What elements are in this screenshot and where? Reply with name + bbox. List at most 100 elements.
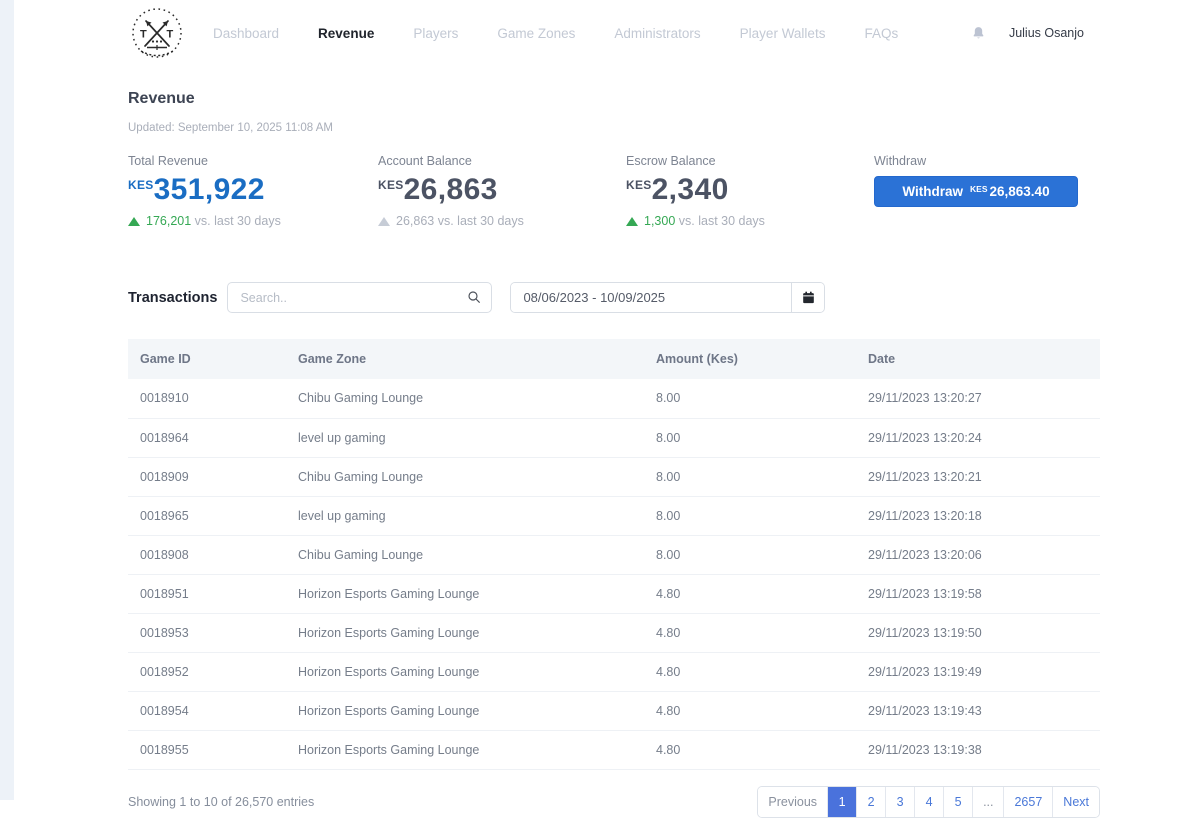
table-footer: Showing 1 to 10 of 26,570 entries Previo… xyxy=(128,785,1100,818)
calendar-icon xyxy=(803,291,814,304)
search-box xyxy=(227,282,493,313)
stat-card-escrow-balance: Escrow Balance KES2,340 1,300 vs. last 3… xyxy=(626,154,874,228)
table-cell: 0018951 xyxy=(128,574,286,614)
crossed-arrows-emblem-icon: T T xyxy=(132,8,182,58)
nav-item-player-wallets[interactable]: Player Wallets xyxy=(739,25,826,41)
calendar-button[interactable] xyxy=(791,283,825,312)
table-row: 0018910 Chibu Gaming Lounge 8.00 29/11/2023… xyxy=(128,379,1100,419)
stat-number: 2,340 xyxy=(651,173,729,206)
table-cell: Chibu Gaming Lounge xyxy=(286,457,644,497)
delta-value: 176,201 xyxy=(146,214,192,228)
withdraw-button[interactable]: Withdraw KES 26,863.40 xyxy=(874,176,1078,207)
topbar-right: Julius Osanjo xyxy=(970,25,1084,42)
search-input[interactable] xyxy=(227,282,493,313)
withdraw-label: Withdraw xyxy=(874,154,927,168)
table-cell: 0018965 xyxy=(128,496,286,536)
table-cell: Horizon Esports Gaming Lounge xyxy=(286,691,644,731)
pagination-page-2657[interactable]: 2657 xyxy=(1003,786,1053,817)
left-edge-strip xyxy=(0,0,14,800)
delta-suffix: vs. last 30 days xyxy=(678,214,765,228)
withdraw-button-amount: 26,863.40 xyxy=(989,184,1050,199)
table-cell: Horizon Esports Gaming Lounge xyxy=(286,574,644,614)
table-cell: 0018954 xyxy=(128,691,286,731)
pagination: Previous 1 2 3 4 5... 2657 Next xyxy=(757,785,1100,818)
stat-delta: 26,863 vs. last 30 days xyxy=(378,214,626,228)
table-cell: 29/11/2023 13:20:27 xyxy=(856,379,1100,419)
table-cell: 0018910 xyxy=(128,379,286,419)
table-cell: 4.80 xyxy=(644,652,856,692)
pagination-page-2[interactable]: 2 xyxy=(856,786,886,817)
nav-item-revenue[interactable]: Revenue xyxy=(318,25,375,41)
withdraw-card: Withdraw Withdraw KES 26,863.40 xyxy=(874,154,1100,228)
table-row: 0018953 Horizon Esports Gaming Lounge 4.80… xyxy=(128,613,1100,653)
table-cell: 4.80 xyxy=(644,730,856,770)
stat-delta: 176,201 vs. last 30 days xyxy=(128,214,378,228)
table-cell: Horizon Esports Gaming Lounge xyxy=(286,652,644,692)
stats-row: Total Revenue KES 351,922 176,201 vs. las… xyxy=(128,154,1100,228)
table-row: 0018909 Chibu Gaming Lounge 8.00 29/11/2023… xyxy=(128,457,1100,497)
pagination-previous[interactable]: Previous xyxy=(758,786,828,817)
notifications-bell-icon[interactable] xyxy=(970,25,987,42)
delta-value: 1,300 xyxy=(644,214,676,228)
pagination-page-4[interactable]: 4 xyxy=(914,786,944,817)
user-menu[interactable]: Julius Osanjo xyxy=(1008,26,1084,40)
table-cell: Horizon Esports Gaming Lounge xyxy=(286,730,644,770)
stat-delta: 1,300 vs. last 30 days xyxy=(626,214,874,228)
svg-text:T: T xyxy=(140,29,147,41)
stat-currency: KES xyxy=(378,178,404,192)
date-range-input[interactable] xyxy=(511,283,792,312)
column-header-amount-kes: Amount (Kes) xyxy=(644,339,856,379)
svg-text:T: T xyxy=(167,29,174,41)
table-cell: 4.80 xyxy=(644,691,856,731)
stat-number: 351,922 xyxy=(153,173,265,206)
table-cell: 29/11/2023 13:20:06 xyxy=(856,535,1100,575)
entries-summary: Showing 1 to 10 of 26,570 entries xyxy=(128,794,315,809)
column-header-game-id: Game ID xyxy=(128,339,286,379)
trend-up-icon xyxy=(626,216,638,226)
table-cell: 8.00 xyxy=(644,457,856,497)
pagination-page-5[interactable]: 5 xyxy=(943,786,973,817)
pagination-next[interactable]: Next xyxy=(1052,786,1099,817)
table-row: 0018955 Horizon Esports Gaming Lounge 4.80… xyxy=(128,730,1100,770)
table-cell: 29/11/2023 13:20:24 xyxy=(856,418,1100,458)
table-cell: 0018955 xyxy=(128,730,286,770)
trend-up-icon xyxy=(128,216,140,226)
nav-item-players[interactable]: Players xyxy=(413,25,459,41)
nav-item-administrators[interactable]: Administrators xyxy=(614,25,701,41)
table-cell: 4.80 xyxy=(644,613,856,653)
table-cell: 29/11/2023 13:19:50 xyxy=(856,613,1100,653)
table-cell: 29/11/2023 13:19:38 xyxy=(856,730,1100,770)
nav-item-faqs[interactable]: FAQs xyxy=(864,25,899,41)
stat-label: Total Revenue xyxy=(128,154,208,168)
page: T T Dashboard Revenue Players Game Zones Adm… xyxy=(14,0,1200,818)
column-header-date: Date xyxy=(856,339,1100,379)
table-cell: 0018909 xyxy=(128,457,286,497)
nav-item-dashboard[interactable]: Dashboard xyxy=(213,25,280,41)
table-head: Game ID Game Zone Amount (Kes) Date xyxy=(128,339,1100,379)
table-cell: 8.00 xyxy=(644,535,856,575)
search-icon[interactable] xyxy=(466,289,482,310)
table-cell: 0018952 xyxy=(128,652,286,692)
table-cell: Horizon Esports Gaming Lounge xyxy=(286,613,644,653)
stat-card-total-revenue: Total Revenue KES351,922 176,201 vs. las… xyxy=(128,154,378,228)
main-nav: Dashboard Revenue Players Game Zones Adminis… xyxy=(213,26,898,41)
table-cell: 8.00 xyxy=(644,379,856,419)
table-cell: 29/11/2023 13:20:18 xyxy=(856,496,1100,536)
table-row: 0018908 Chibu Gaming Lounge 8.00 29/11/2023… xyxy=(128,535,1100,575)
withdraw-button-text: Withdraw xyxy=(902,184,964,199)
table-cell: 0018953 xyxy=(128,613,286,653)
page-title: Revenue xyxy=(128,90,195,107)
pagination-page-3[interactable]: 3 xyxy=(885,786,915,817)
nav-item-game-zones[interactable]: Game Zones xyxy=(497,25,576,41)
brand-logo[interactable]: T T xyxy=(128,6,186,64)
pagination-page-1[interactable]: 1 xyxy=(827,786,857,817)
table-cell: level up gaming xyxy=(286,496,644,536)
table-cell: level up gaming xyxy=(286,418,644,458)
stat-number: 26,863 xyxy=(403,173,498,206)
table-row: 0018952 Horizon Esports Gaming Lounge 4.80… xyxy=(128,652,1100,692)
main-content: Revenue Updated: September 10, 2025 11:0… xyxy=(14,90,1200,818)
pagination-ellipsis: ... xyxy=(972,786,1004,817)
stat-card-account-balance: Account Balance KES26,863 26,863 vs. las… xyxy=(378,154,626,228)
stat-value: KES26,863 xyxy=(378,173,626,207)
delta-suffix: vs. last 30 days xyxy=(194,214,281,228)
